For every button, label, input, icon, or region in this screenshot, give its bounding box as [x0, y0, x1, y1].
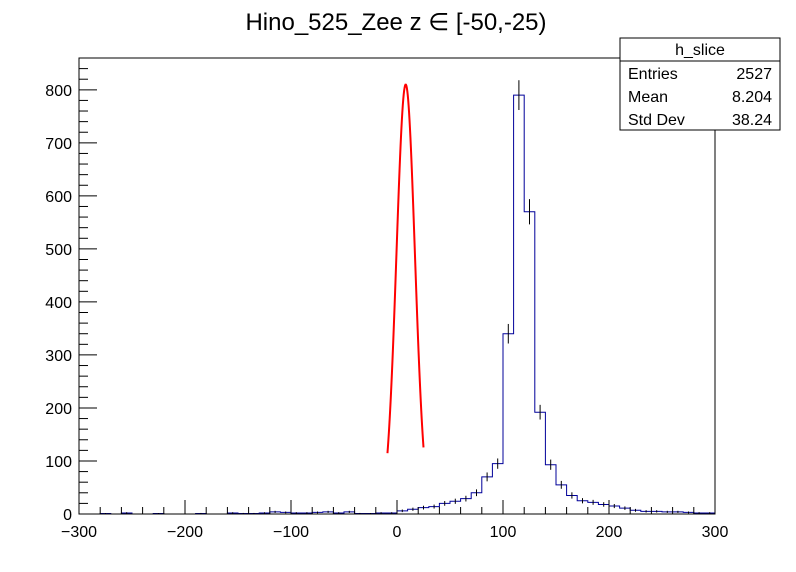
stats-stddev-label: Std Dev: [628, 112, 685, 129]
x-tick-label: 0: [393, 524, 402, 541]
x-axis: −300 −200 −100 0 100 200 300: [61, 500, 728, 541]
y-tick-label: 800: [45, 83, 72, 100]
y-tick-label: 100: [45, 454, 72, 471]
y-axis: 0 100 200 300 400 500 600 700 800: [45, 57, 97, 524]
x-tick-label: 200: [596, 524, 623, 541]
x-tick-label: −300: [61, 524, 97, 541]
x-tick-label: −200: [167, 524, 203, 541]
x-tick-label: 100: [490, 524, 517, 541]
y-tick-label: 300: [45, 348, 72, 365]
stats-entries-label: Entries: [628, 66, 678, 83]
stats-mean-label: Mean: [628, 89, 668, 106]
x-tick-label: 300: [702, 524, 729, 541]
stats-title: h_slice: [675, 42, 725, 59]
stats-entries-value: 2527: [736, 66, 772, 83]
stats-stddev-value: 38.24: [732, 112, 772, 129]
y-tick-label: 600: [45, 189, 72, 206]
y-tick-label: 400: [45, 295, 72, 312]
x-tick-label: −100: [273, 524, 309, 541]
y-tick-label: 0: [63, 507, 72, 524]
chart-title: Hino_525_Zee z ∈ [-50,-25): [245, 9, 546, 36]
y-tick-label: 200: [45, 401, 72, 418]
y-tick-label: 700: [45, 136, 72, 153]
fit-curve: [386, 83, 425, 454]
y-tick-label: 500: [45, 242, 72, 259]
stats-box: h_slice Entries 2527 Mean 8.204 Std Dev …: [619, 37, 781, 131]
stats-mean-value: 8.204: [732, 89, 772, 106]
